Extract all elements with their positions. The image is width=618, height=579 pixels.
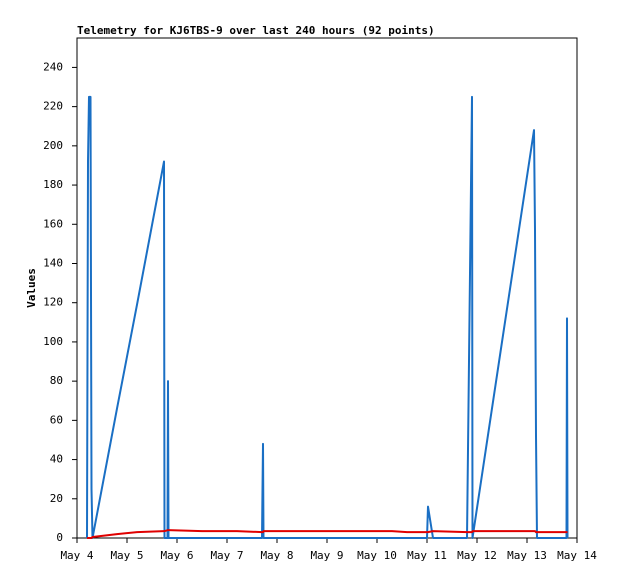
x-tick-label: May 6 <box>160 549 193 562</box>
y-tick-label: 160 <box>43 217 63 230</box>
x-tick-label: May 13 <box>507 549 547 562</box>
series-line <box>87 529 568 539</box>
y-tick-label: 100 <box>43 335 63 348</box>
y-tick-label: 240 <box>43 60 63 73</box>
x-tick-label: May 5 <box>110 549 143 562</box>
plot-frame <box>76 37 578 539</box>
y-tick-label: 120 <box>43 296 63 309</box>
x-tick-label: May 11 <box>407 549 447 562</box>
x-tick-label: May 7 <box>210 549 243 562</box>
y-tick-label: 80 <box>50 374 63 387</box>
y-tick-label: 20 <box>50 492 63 505</box>
y-tick-label: 60 <box>50 413 63 426</box>
y-tick-label: 200 <box>43 139 63 152</box>
y-tick-label: 0 <box>56 531 63 544</box>
x-tick-label: May 8 <box>260 549 293 562</box>
x-tick-label: May 14 <box>557 549 597 562</box>
y-tick-label: 40 <box>50 453 63 466</box>
chart-title: Telemetry for KJ6TBS-9 over last 240 hou… <box>77 24 435 37</box>
x-tick-label: May 4 <box>60 549 93 562</box>
y-tick-label: 140 <box>43 256 63 269</box>
y-tick-label: 220 <box>43 100 63 113</box>
y-axis-label: Values <box>25 268 38 308</box>
x-tick-label: May 9 <box>310 549 343 562</box>
x-tick-label: May 10 <box>357 549 397 562</box>
y-tick-label: 180 <box>43 178 63 191</box>
series-line <box>86 95 569 539</box>
x-tick-label: May 12 <box>457 549 497 562</box>
